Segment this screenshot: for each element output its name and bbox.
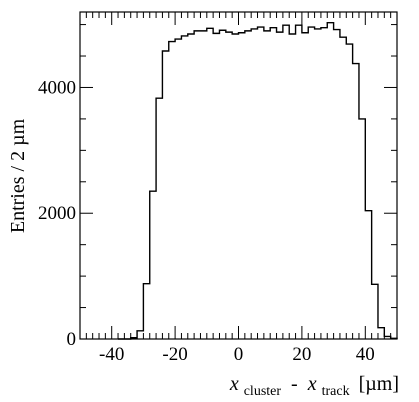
axis-ticks bbox=[79, 12, 398, 340]
x-axis-label: x cluster - x track [µm] bbox=[229, 373, 399, 400]
x-tick-label: 0 bbox=[234, 344, 244, 365]
y-tick-label: 0 bbox=[67, 329, 77, 350]
y-axis-label: Entries / 2 µm bbox=[7, 118, 29, 233]
x-label-unit: [µm] bbox=[359, 373, 399, 395]
x-label-sub-1: cluster bbox=[244, 384, 282, 399]
x-label-sep: - bbox=[286, 373, 303, 395]
x-tick-label: 40 bbox=[356, 344, 375, 365]
y-tick-label: 4000 bbox=[38, 77, 76, 98]
x-label-sub-2: track bbox=[322, 384, 350, 399]
histogram-step-line bbox=[118, 21, 398, 340]
x-label-var-1: x bbox=[229, 373, 239, 395]
plot-frame bbox=[79, 11, 398, 340]
y-tick-label: 2000 bbox=[38, 203, 76, 224]
x-tick-label: -20 bbox=[162, 344, 187, 365]
x-tick-label: -40 bbox=[99, 344, 124, 365]
x-label-var-2: x bbox=[307, 373, 317, 395]
x-tick-label: 20 bbox=[292, 344, 311, 365]
tick-labels: -40 -20 0 20 40 0 2000 4000 bbox=[38, 77, 375, 365]
